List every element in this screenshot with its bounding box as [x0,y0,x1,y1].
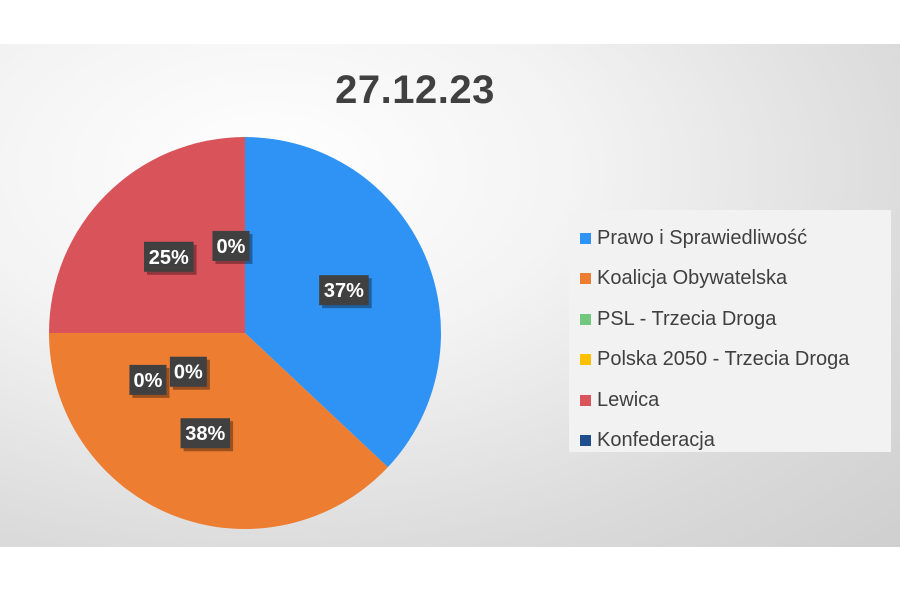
data-label-3: 0% [169,356,210,390]
pie-data-labels: 37% 38% 0% 0% 25% 0% [129,230,372,452]
legend-label: Lewica [597,388,660,411]
chart-title: 27.12.23 [335,68,495,112]
svg-text:25%: 25% [149,247,189,269]
legend-swatch [580,273,591,285]
legend-label: Koalicja Obywatelska [597,267,788,290]
data-label-2: 38% [180,418,234,452]
legend-label: Polska 2050 - Trzecia Droga [597,348,850,371]
chart-slide: 27.12.23 37% 38% 0% 0% 25% 0% Prawo i Sprawie… [0,44,900,547]
legend-swatch [580,354,591,366]
pie-slice-5 [49,137,245,333]
data-label-4: 0% [129,364,170,398]
legend-swatch [580,313,591,325]
svg-text:0%: 0% [174,362,203,384]
svg-text:37%: 37% [324,280,364,302]
data-label-5: 25% [144,241,197,275]
legend-item: Prawo i Sprawiedliwość [580,218,891,259]
legend-swatch [580,394,591,406]
legend-item: Polska 2050 - Trzecia Droga [580,340,891,381]
pie-chart: 37% 38% 0% 0% 25% 0% [49,137,441,529]
legend-swatch [580,435,591,447]
legend-item: Lewica [580,380,891,421]
legend-item: Koalicja Obywatelska [580,259,891,300]
legend-item: Konfederacja [580,421,891,462]
data-label-1: 37% [319,275,372,309]
svg-text:0%: 0% [216,236,245,258]
legend-label: Konfederacja [597,429,715,452]
legend-item: PSL - Trzecia Droga [580,299,891,340]
legend-label: PSL - Trzecia Droga [597,307,777,330]
legend-swatch [580,232,591,244]
svg-text:0%: 0% [133,370,162,392]
svg-text:38%: 38% [185,423,225,445]
chart-legend: Prawo i Sprawiedliwość Koalicja Obywatels… [569,210,891,452]
data-label-6: 0% [212,230,253,264]
pie-slices [49,137,441,529]
legend-label: Prawo i Sprawiedliwość [597,226,808,249]
